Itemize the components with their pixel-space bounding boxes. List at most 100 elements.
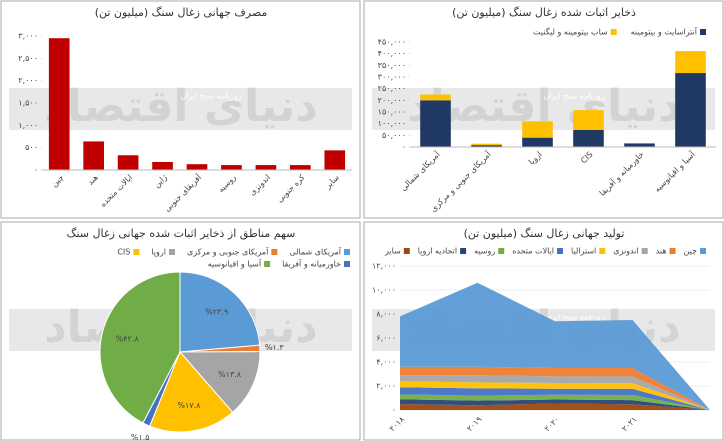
chart-title: ذخایر اثبات شده زغال سنگ (میلیون تن) [452, 6, 636, 19]
legend-swatch [168, 249, 175, 255]
y-tick-label: ۱,۵۰۰ [18, 99, 38, 108]
legend-label: آمریکای شمالی [289, 247, 341, 257]
legend-swatch [460, 248, 467, 254]
legend-swatch [498, 248, 505, 254]
area [400, 399, 710, 410]
bar [117, 155, 139, 170]
bar-segment [675, 51, 706, 74]
area [400, 381, 710, 410]
legend-label: استرالیا [571, 247, 596, 256]
legend-label: آسیا و اقیانوسیه [208, 259, 262, 269]
bar-segment [573, 110, 604, 130]
y-tick-label: ۲,۵۰۰ [18, 54, 38, 63]
y-tick-label: ۰ [402, 143, 406, 152]
y-tick-label: ۱۰,۰۰۰ [372, 286, 396, 295]
area [400, 375, 710, 410]
bar-segment [675, 73, 706, 147]
bar-segment [522, 137, 553, 147]
bar [255, 165, 277, 170]
watermark-sub: روزنامه صبح ایران [180, 92, 241, 101]
legend-label: CIS [117, 248, 130, 257]
area [400, 403, 710, 410]
area [400, 387, 710, 410]
y-tick-label: ۵۰۰ [25, 143, 38, 152]
data-label: %۱۳.۸ [218, 370, 242, 379]
bar-segment [624, 143, 655, 147]
legend-swatch [344, 249, 350, 255]
watermark-sub: روزنامه صبح ایران [543, 92, 604, 101]
bar [48, 38, 70, 170]
area [400, 366, 710, 410]
area [400, 394, 710, 410]
legend-swatch [641, 248, 648, 254]
chart-title: تولید جهانی زغال سنگ (میلیون تن) [464, 227, 625, 240]
legend-swatch [700, 29, 706, 35]
bar [83, 141, 104, 170]
bar-segment [471, 143, 502, 146]
data-label: %۴۲.۸ [116, 335, 140, 344]
legend-label: خاورمیانه و آفریقا [282, 259, 341, 269]
bar-segment [420, 100, 451, 147]
y-tick-label: ۲,۰۰۰ [18, 76, 38, 85]
y-tick-label: ۲۵۰,۰۰۰ [378, 84, 406, 93]
legend-label: روسیه [474, 247, 495, 256]
y-tick-label: ۶,۰۰۰ [376, 334, 396, 343]
y-tick-label: ۴۵۰,۰۰۰ [378, 38, 406, 47]
data-label: %۱.۵ [131, 433, 150, 441]
y-tick-label: ۱۰۰,۰۰۰ [378, 119, 406, 128]
y-tick-label: ۴۰۰,۰۰۰ [378, 49, 406, 58]
pie-slice [99, 271, 181, 424]
legend-label: اتحادیه اروپا [418, 247, 457, 256]
y-tick-label: ۸,۰۰۰ [376, 310, 396, 319]
y-tick-label: ۰ [392, 406, 396, 415]
data-label: %۲۳.۹ [205, 307, 228, 316]
bar-segment [573, 129, 604, 147]
legend-swatch [271, 249, 278, 255]
bar-segment [420, 94, 451, 101]
legend-swatch [557, 248, 564, 254]
pie-slice [149, 351, 234, 433]
bar [324, 150, 346, 170]
legend-swatch [669, 248, 676, 254]
area [400, 282, 710, 410]
y-tick-label: ۳۰۰,۰۰۰ [378, 73, 406, 82]
chart-title: مصرف جهانی زغال سنگ (میلیون تن) [95, 6, 268, 19]
legend-swatch [610, 29, 617, 35]
y-tick-label: ۳,۰۰۰ [18, 32, 38, 41]
y-tick-label: ۲,۰۰۰ [376, 382, 396, 391]
bar [290, 165, 311, 170]
legend-label: اندونزی [613, 247, 638, 256]
bar-segment [522, 121, 553, 138]
legend-label: ایالات متحده [512, 247, 554, 256]
legend-swatch [700, 248, 706, 254]
legend-swatch [344, 261, 350, 267]
legend-label: هند [656, 247, 667, 256]
legend-label: آمریکای جنوبی و مرکزی [187, 247, 269, 257]
y-tick-label: ۵۰,۰۰۰ [382, 131, 406, 140]
legend-swatch [264, 261, 271, 267]
legend-label: آنتراسایت و بیتومینه [631, 27, 698, 37]
legend-swatch [403, 248, 410, 254]
legend-swatch [133, 249, 140, 255]
y-tick-label: ۰ [34, 166, 38, 175]
data-label: %۱۷.۸ [177, 401, 201, 410]
watermark-sub: روزنامه صبح ایران [543, 313, 604, 322]
pie-slice [178, 351, 261, 413]
legend-label: اروپا [151, 248, 166, 257]
bar [221, 165, 242, 170]
y-tick-label: ۱۵۰,۰۰۰ [378, 108, 406, 117]
legend-label: ساب بیتومینه و لیگنیت [533, 27, 608, 37]
chart-title: سهم مناطق از ذخایر اثبات شده جهانی زغال … [67, 227, 296, 241]
legend-swatch [599, 248, 606, 254]
y-tick-label: ۱,۰۰۰ [18, 121, 38, 130]
legend-label: چین [684, 247, 698, 256]
y-tick-label: ۱۲,۰۰۰ [372, 262, 396, 271]
watermark: دنیای اقتصاد [44, 81, 318, 132]
y-tick-label: ۴,۰۰۰ [376, 358, 396, 367]
legend-label: سایر [384, 247, 401, 256]
pie-slice [179, 271, 261, 353]
bar-segment [471, 145, 502, 147]
data-label: %۱.۳ [265, 343, 284, 352]
y-tick-label: ۲۰۰,۰۰۰ [378, 96, 406, 105]
